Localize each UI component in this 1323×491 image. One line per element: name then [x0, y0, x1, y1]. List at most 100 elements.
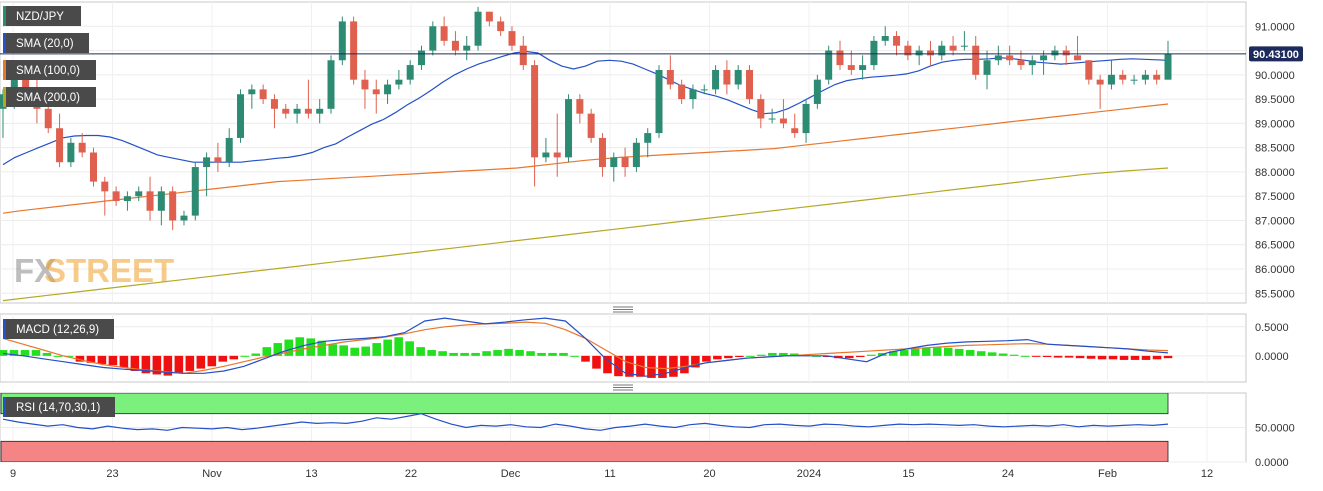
- candle: [779, 99, 787, 129]
- candle: [689, 84, 697, 109]
- pane-resize-handle-macd[interactable]: [613, 306, 633, 313]
- candle-body: [723, 69, 731, 85]
- candle: [870, 35, 878, 70]
- macd-histogram-bar: [493, 350, 502, 356]
- candle-body: [327, 60, 335, 109]
- candle-body: [451, 40, 459, 51]
- macd-histogram-bar: [790, 353, 799, 356]
- candle-body: [282, 108, 290, 114]
- watermark-fx: FX: [14, 252, 56, 289]
- legend-macd-label: MACD (12,26,9): [16, 324, 99, 336]
- y-tick-label: 87.0000: [1255, 215, 1295, 227]
- candle-body: [700, 89, 708, 91]
- macd-histogram-bar: [548, 352, 557, 356]
- candle-body: [56, 128, 64, 163]
- candle: [237, 89, 245, 143]
- macd-histogram-bar: [1119, 355, 1129, 360]
- macd-histogram-bar: [240, 355, 250, 357]
- candle: [553, 113, 561, 177]
- candle-body: [881, 35, 889, 41]
- y-tick-label: 91.0000: [1255, 21, 1295, 33]
- macd-histogram-bar: [229, 355, 239, 360]
- macd-histogram-bar: [888, 351, 898, 356]
- candle: [949, 35, 957, 56]
- candle: [225, 128, 233, 168]
- candle-body: [904, 45, 912, 56]
- macd-line: [2, 317, 1169, 377]
- legend-sma100[interactable]: SMA (100,0): [3, 60, 96, 80]
- x-tick-label: 2024: [797, 468, 821, 480]
- macd-histogram-bar: [954, 348, 964, 356]
- legend-macd[interactable]: MACD (12,26,9): [3, 319, 114, 339]
- legend-box: [3, 33, 89, 53]
- macd-histogram-bar: [680, 355, 689, 374]
- candle: [350, 16, 358, 85]
- x-tick-label: Dec: [501, 468, 521, 480]
- candle-body: [395, 79, 403, 85]
- candle: [813, 74, 821, 109]
- candle-body: [655, 69, 663, 134]
- candle: [1164, 40, 1172, 80]
- candle: [101, 176, 109, 216]
- macd-histogram-bar: [559, 352, 568, 356]
- legend-sma20-label: SMA (20,0): [16, 38, 74, 50]
- legend-swatch: [3, 87, 6, 107]
- candle: [474, 6, 482, 51]
- legend-sma200[interactable]: SMA (200,0): [3, 87, 96, 107]
- gridlines: [0, 2, 1246, 463]
- legend-rsi-label: RSI (14,70,30,1): [16, 402, 101, 414]
- macd-histogram-bar: [844, 355, 854, 359]
- candle: [191, 162, 199, 221]
- macd-histogram-bar: [185, 355, 195, 371]
- legend-sma20[interactable]: SMA (20,0): [3, 33, 89, 53]
- candle-body: [745, 69, 754, 100]
- y-axis-labels: 85.5000 86.0000 86.5000 87.0000 87.5000 88.00…: [1255, 21, 1295, 469]
- candle-body: [1119, 74, 1127, 80]
- candle: [67, 137, 75, 168]
- candle: [745, 65, 754, 104]
- candle-body: [1153, 74, 1161, 80]
- y-tick-label: 85.5000: [1255, 288, 1295, 300]
- y-tick-label: 89.5000: [1255, 94, 1295, 106]
- legend-rsi[interactable]: RSI (14,70,30,1): [3, 397, 115, 417]
- legend-box: [3, 60, 96, 80]
- candle-body: [429, 26, 437, 51]
- candle: [723, 60, 731, 95]
- legend-pair[interactable]: NZD/JPY: [3, 6, 81, 26]
- macd-histogram-bar: [317, 340, 327, 356]
- candle: [621, 147, 629, 177]
- macd-histogram-bar: [361, 346, 370, 356]
- candle-body: [926, 50, 934, 56]
- macd-histogram-bar: [86, 355, 96, 363]
- y-tick-label: 86.5000: [1255, 240, 1295, 252]
- macd-histogram-bar: [9, 350, 19, 356]
- candle: [542, 137, 550, 163]
- candle-body: [101, 181, 109, 192]
- candle: [440, 16, 448, 46]
- macd-histogram-bar: [207, 355, 217, 367]
- candle-body: [157, 191, 165, 211]
- candle: [666, 55, 674, 90]
- candle: [1040, 50, 1048, 75]
- rsi-y-tick-label: 0.0000: [1255, 457, 1289, 469]
- candle-body: [180, 215, 188, 221]
- candle-body: [372, 89, 380, 95]
- legend-swatch: [3, 60, 6, 80]
- macd-histogram-bar: [625, 355, 634, 377]
- candle: [1096, 74, 1104, 109]
- candle: [938, 40, 946, 61]
- legend-swatch: [3, 6, 6, 26]
- candle-body: [350, 21, 358, 80]
- macd-histogram-bar: [163, 355, 173, 376]
- x-tick-label: 15: [902, 468, 914, 480]
- macd-histogram-bar: [526, 351, 535, 356]
- candle: [632, 137, 640, 172]
- candle-body: [791, 128, 799, 134]
- pane-resize-handle-rsi[interactable]: [613, 384, 633, 391]
- candle-body: [123, 196, 131, 202]
- candle-body: [938, 45, 946, 56]
- rsi-plot: [0, 393, 1169, 462]
- candle: [881, 26, 889, 46]
- candle-body: [531, 65, 539, 158]
- macd-histogram-bar: [482, 351, 491, 356]
